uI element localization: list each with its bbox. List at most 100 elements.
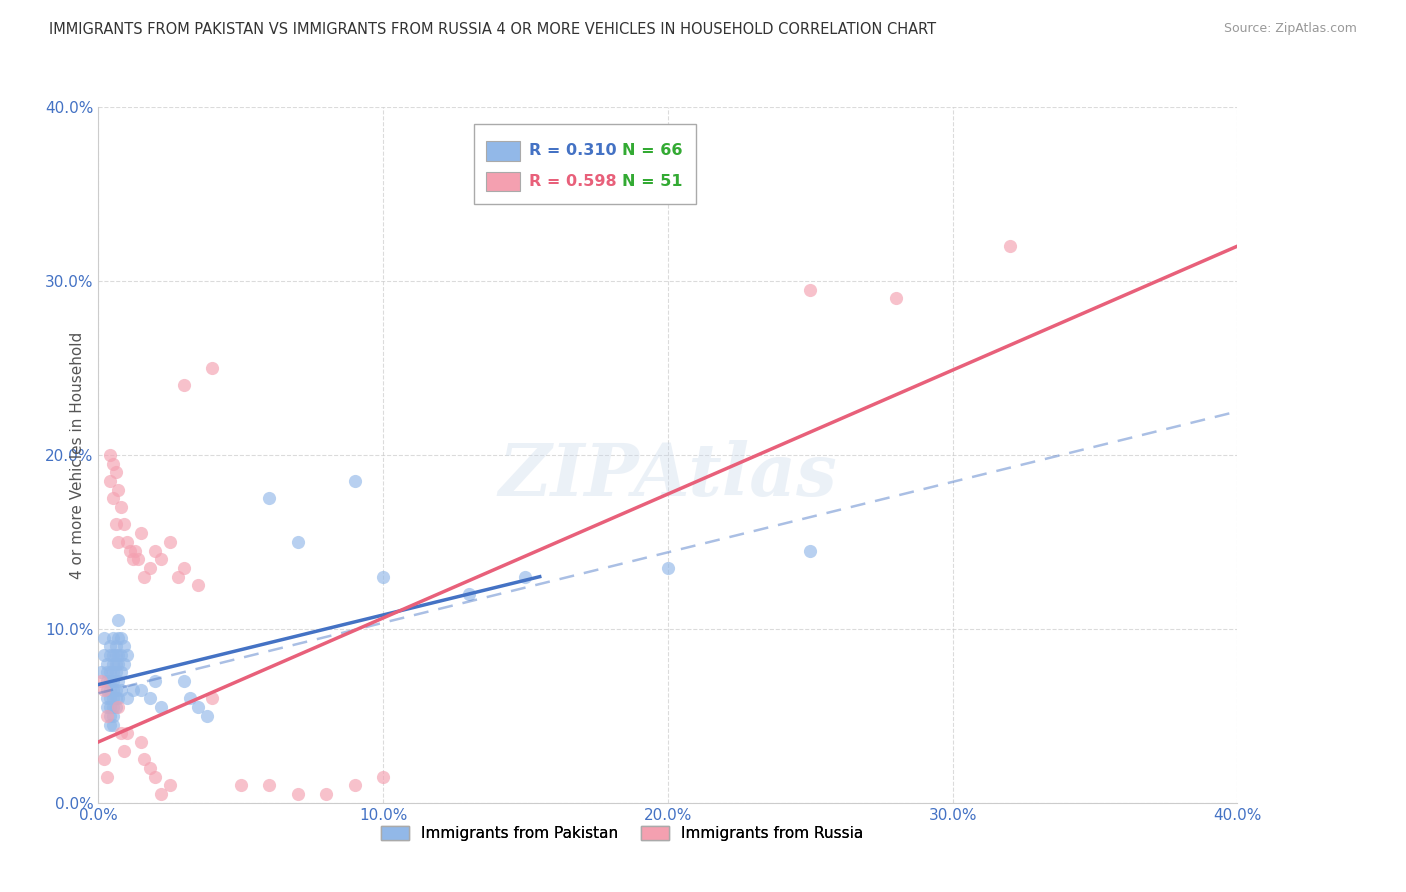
Point: [101, 457, 124, 471]
Text: IMMIGRANTS FROM PAKISTAN VS IMMIGRANTS FROM RUSSIA 4 OR MORE VEHICLES IN HOUSEHO: IMMIGRANTS FROM PAKISTAN VS IMMIGRANTS F…: [49, 22, 936, 37]
Point: [101, 708, 124, 723]
Point: [104, 691, 127, 706]
Point: [104, 639, 127, 653]
Point: [112, 639, 135, 653]
Point: [98, 708, 121, 723]
Point: [799, 283, 821, 297]
Point: [195, 708, 218, 723]
Point: [259, 491, 281, 506]
Point: [187, 700, 209, 714]
Point: [104, 648, 127, 662]
Point: [98, 691, 121, 706]
Point: [145, 674, 167, 689]
Point: [132, 570, 155, 584]
Point: [90, 665, 112, 680]
Text: N = 66: N = 66: [623, 144, 683, 159]
Point: [101, 700, 124, 714]
Point: [150, 700, 173, 714]
Point: [287, 534, 309, 549]
Text: ZIPAtlas: ZIPAtlas: [499, 441, 837, 511]
Point: [96, 657, 118, 671]
Point: [315, 787, 337, 801]
Point: [287, 787, 309, 801]
Point: [138, 561, 160, 575]
Point: [96, 708, 118, 723]
Point: [107, 483, 129, 497]
Point: [343, 474, 366, 488]
Point: [998, 239, 1021, 253]
Point: [201, 360, 224, 375]
Point: [101, 631, 124, 645]
Point: [96, 691, 118, 706]
Point: [201, 691, 224, 706]
Point: [799, 543, 821, 558]
Point: [107, 657, 129, 671]
Point: [107, 700, 129, 714]
Point: [179, 691, 201, 706]
Point: [110, 648, 132, 662]
Point: [96, 770, 118, 784]
FancyBboxPatch shape: [485, 172, 520, 191]
Point: [187, 578, 209, 592]
Point: [129, 735, 152, 749]
Point: [104, 665, 127, 680]
Point: [167, 570, 190, 584]
Point: [104, 466, 127, 480]
Point: [112, 657, 135, 671]
Point: [173, 674, 195, 689]
Point: [159, 534, 181, 549]
Point: [159, 778, 181, 793]
Point: [98, 674, 121, 689]
Point: [98, 717, 121, 731]
Point: [127, 552, 149, 566]
Point: [229, 778, 252, 793]
Point: [98, 448, 121, 462]
Point: [98, 474, 121, 488]
Point: [107, 691, 129, 706]
Point: [107, 534, 129, 549]
Point: [101, 648, 124, 662]
Point: [107, 631, 129, 645]
Text: N = 51: N = 51: [623, 174, 683, 189]
Point: [98, 639, 121, 653]
Point: [457, 587, 479, 601]
Point: [145, 543, 167, 558]
Point: [93, 752, 115, 766]
Point: [93, 682, 115, 697]
Text: Source: ZipAtlas.com: Source: ZipAtlas.com: [1223, 22, 1357, 36]
Point: [145, 770, 167, 784]
Point: [104, 700, 127, 714]
Point: [132, 752, 155, 766]
Point: [98, 700, 121, 714]
Point: [373, 570, 395, 584]
Point: [129, 526, 152, 541]
Point: [96, 700, 118, 714]
Point: [657, 561, 679, 575]
Point: [173, 561, 195, 575]
Point: [107, 613, 129, 627]
Point: [110, 631, 132, 645]
Point: [93, 631, 115, 645]
Point: [138, 761, 160, 775]
Point: [98, 665, 121, 680]
Point: [96, 665, 118, 680]
Point: [101, 491, 124, 506]
Point: [101, 674, 124, 689]
Point: [150, 552, 173, 566]
Point: [101, 717, 124, 731]
Point: [110, 726, 132, 740]
Point: [124, 543, 146, 558]
Point: [110, 665, 132, 680]
Point: [118, 543, 141, 558]
Point: [115, 648, 138, 662]
Text: R = 0.310: R = 0.310: [529, 144, 617, 159]
Point: [101, 691, 124, 706]
Text: R = 0.598: R = 0.598: [529, 174, 617, 189]
Point: [115, 534, 138, 549]
Point: [150, 787, 173, 801]
Point: [93, 648, 115, 662]
Point: [90, 674, 112, 689]
Point: [104, 517, 127, 532]
Point: [173, 378, 195, 392]
Point: [112, 744, 135, 758]
